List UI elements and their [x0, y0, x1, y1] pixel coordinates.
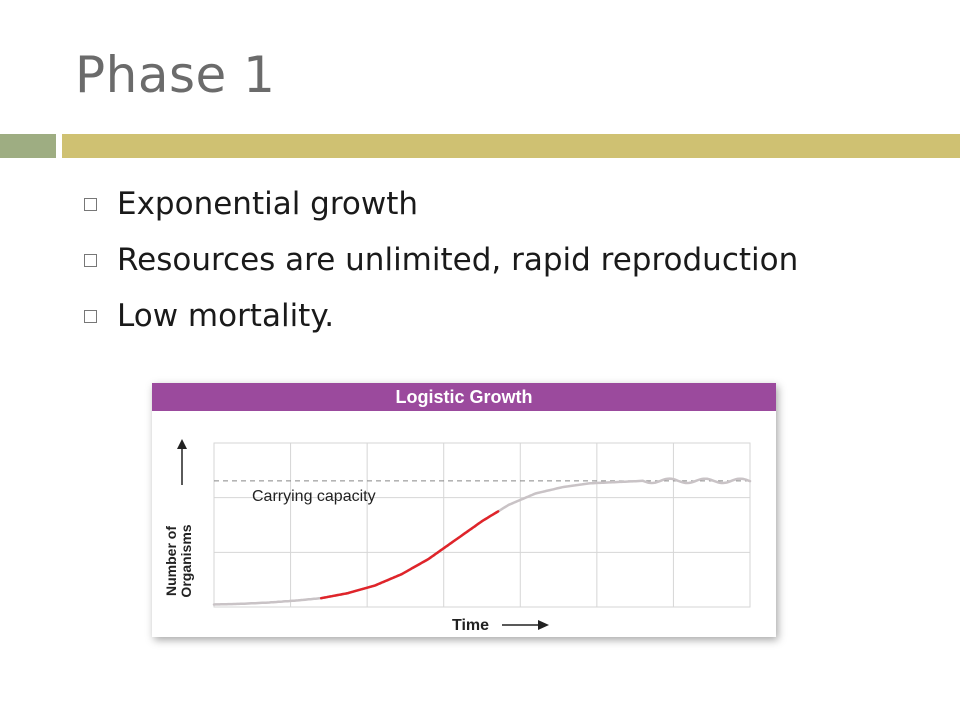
x-axis-label: Time [452, 617, 489, 634]
bullet-box-icon [84, 253, 97, 267]
bullet-text: Resources are unlimited, rapid reproduct… [117, 242, 799, 278]
bullet-box-icon [84, 197, 97, 211]
bullet-item: Low mortality. [84, 288, 798, 344]
bullet-item: Exponential growth [84, 176, 798, 232]
bullet-text: Exponential growth [117, 186, 419, 222]
chart-grid [213, 442, 751, 608]
chart-title: Logistic Growth [152, 383, 776, 411]
chart-plot: Carrying capacity Number ofOrganisms Time [163, 439, 752, 634]
exponential-phase-segment [319, 510, 500, 600]
slide-title: Phase 1 [75, 46, 276, 104]
accent-bar-right [62, 134, 960, 158]
accent-bar-left [0, 134, 56, 158]
carrying-capacity-label: Carrying capacity [252, 488, 376, 505]
bullet-box-icon [84, 309, 97, 323]
bullet-list: Exponential growth Resources are unlimit… [84, 176, 798, 344]
chart-label-layer: Carrying capacity Number ofOrganisms Time [163, 439, 549, 634]
grid-border [213, 442, 751, 608]
y-axis-arrowhead-icon [177, 439, 187, 449]
chart-curve-layer [212, 477, 752, 606]
y-axis-label: Number ofOrganisms [163, 524, 194, 597]
x-axis-arrowhead-icon [538, 620, 549, 630]
bullet-text: Low mortality. [117, 298, 335, 334]
logistic-growth-chart: Logistic Growth Carrying capacity Number … [152, 383, 776, 637]
bullet-item: Resources are unlimited, rapid reproduct… [84, 232, 798, 288]
